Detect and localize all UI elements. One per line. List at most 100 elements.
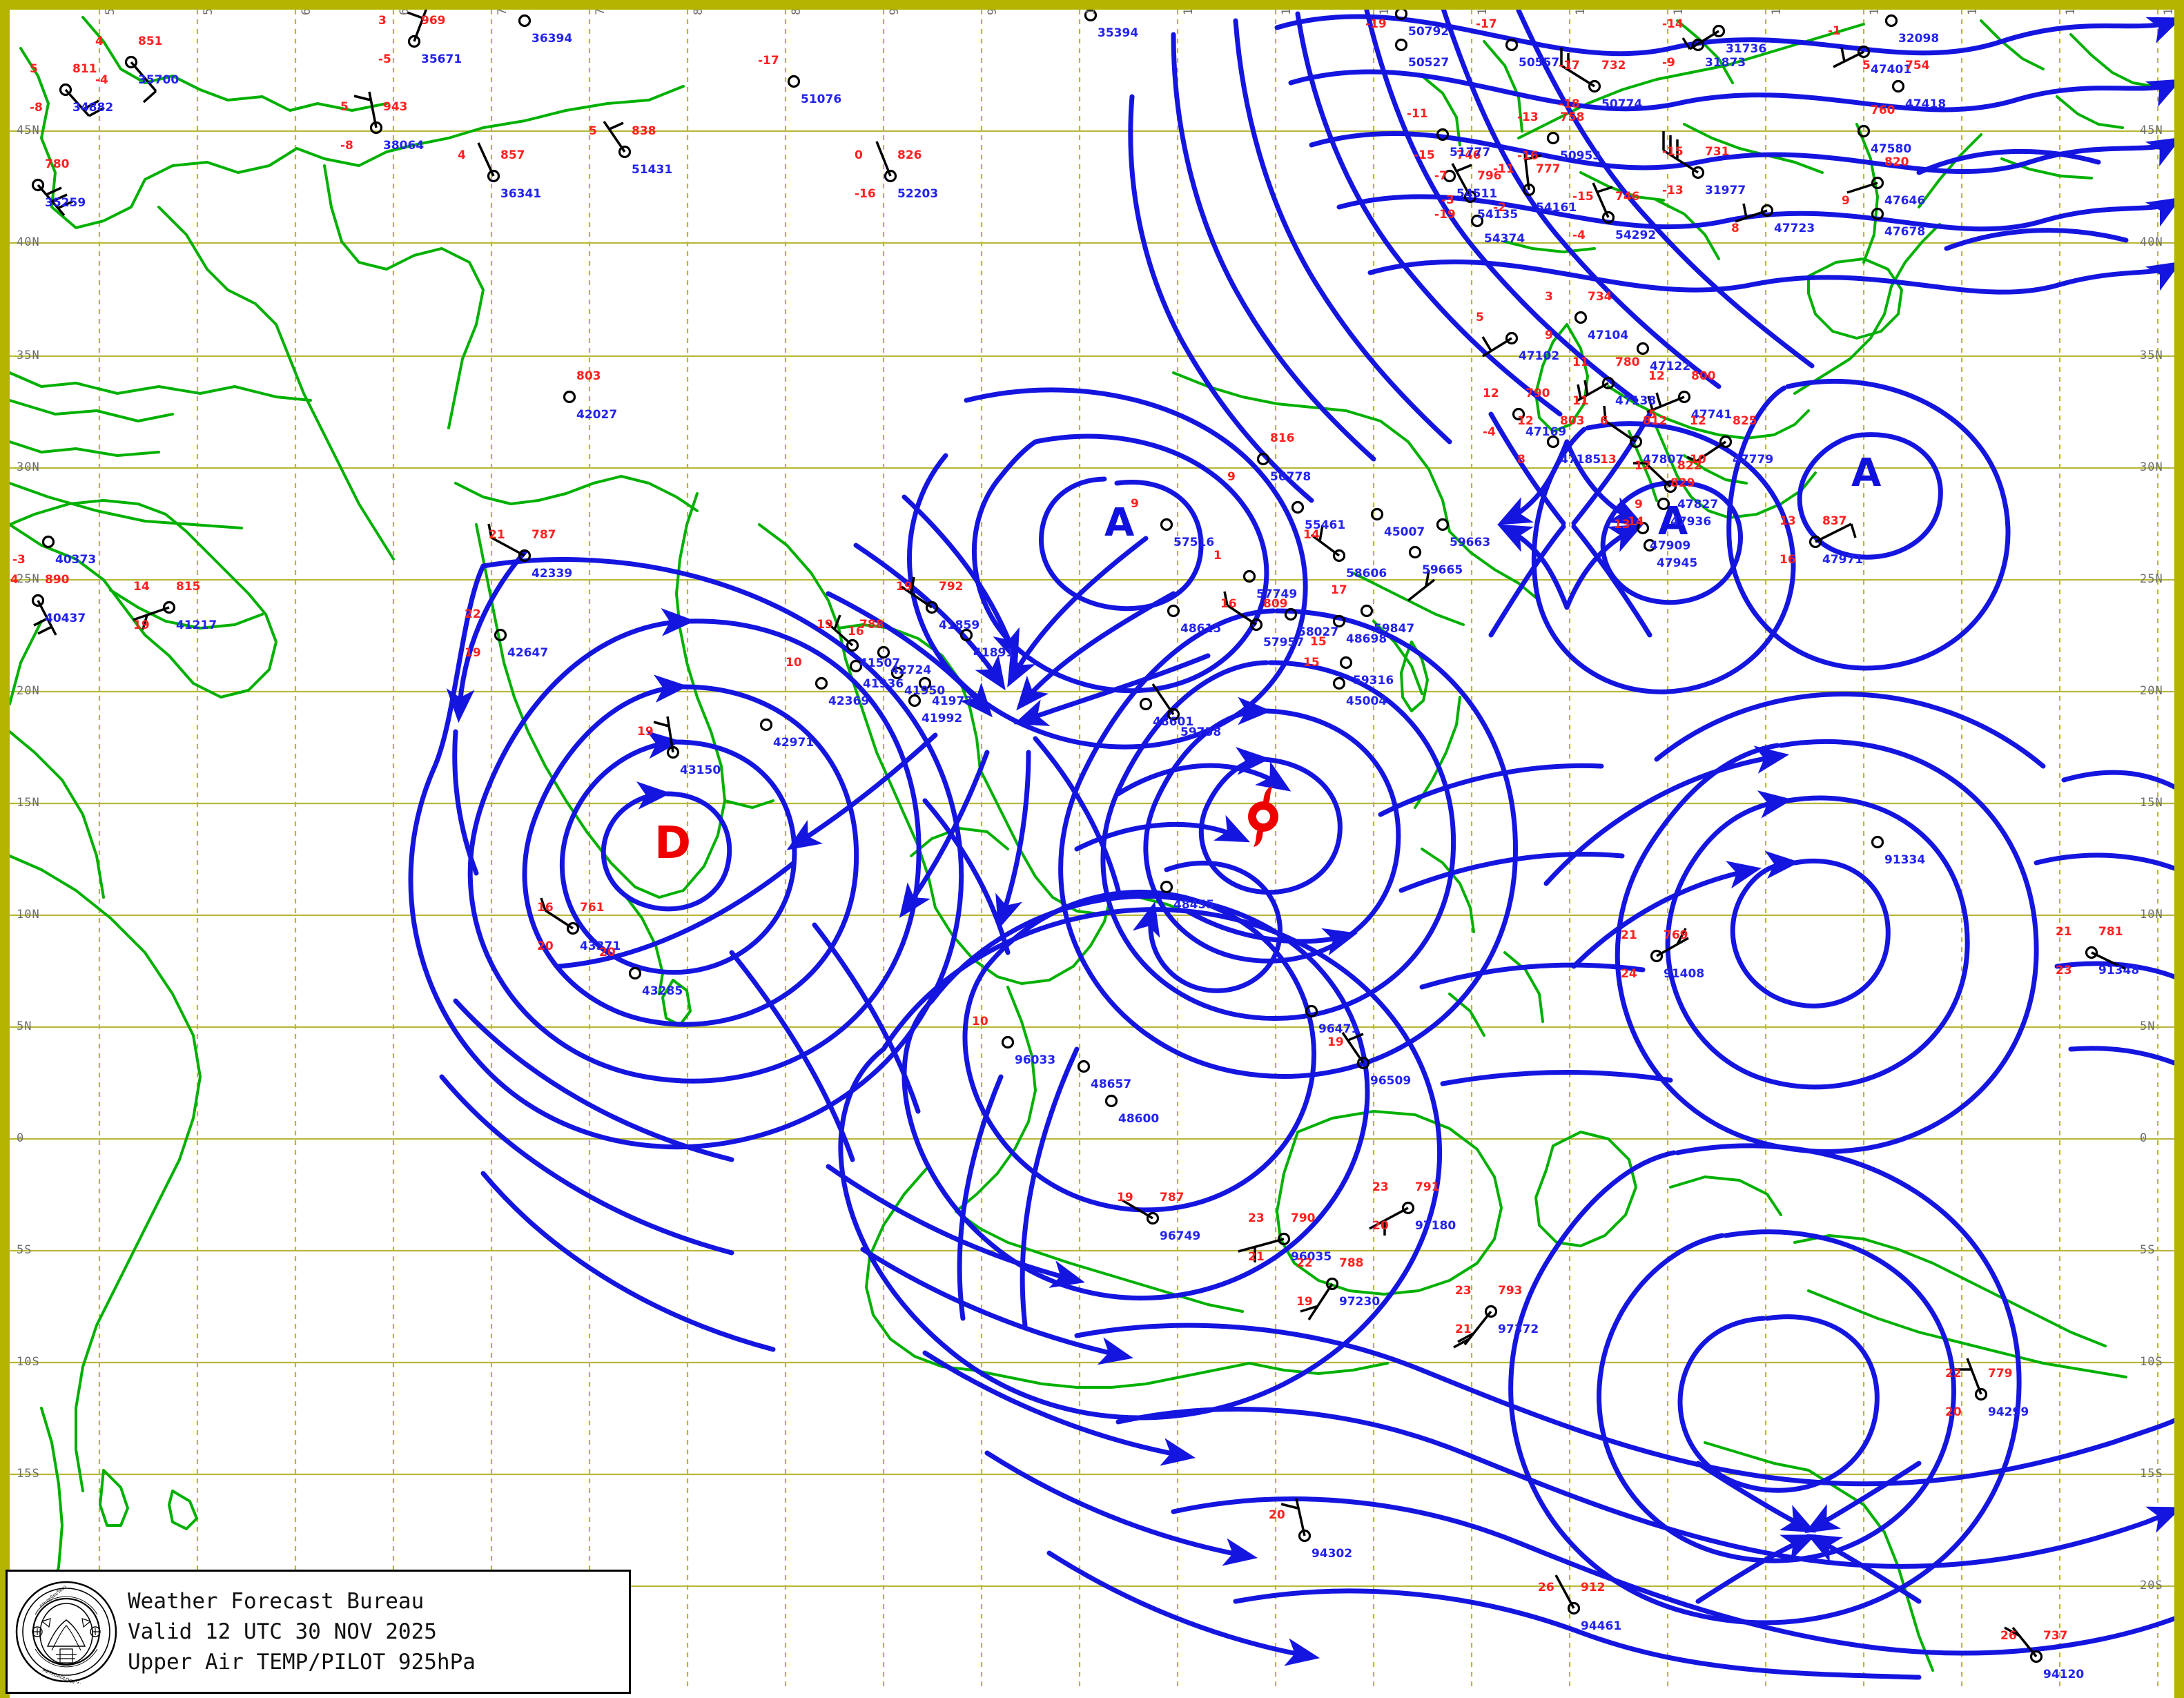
station-temperature: 19 (1117, 1191, 1133, 1204)
station-dewpoint: 9 (1227, 470, 1236, 484)
station-id: 35700 (138, 73, 179, 87)
station-temperature: 23 (1455, 1284, 1472, 1298)
station-id: 43371 (580, 939, 621, 953)
station-height: 779 (1988, 1367, 2013, 1380)
station-id: 50953 (1560, 149, 1601, 163)
station-id: 56778 (1270, 470, 1312, 484)
lat-label: 35N (17, 349, 40, 362)
station-circle-icon (59, 83, 72, 97)
station-temperature: 5 (30, 62, 38, 76)
station-dewpoint: 8 (1731, 222, 1739, 235)
station-height: 837 (1822, 514, 1847, 528)
station-temperature: 20 (599, 946, 616, 959)
station-circle-icon (2029, 1650, 2043, 1663)
station-id: 41992 (922, 712, 963, 725)
station-circle-icon (369, 121, 383, 135)
station-circle-icon (1636, 521, 1650, 535)
station-id: 57516 (1173, 536, 1215, 549)
station-id: 40437 (45, 612, 86, 625)
station-circle-icon (1546, 435, 1560, 449)
lat-label: 20S (2140, 1579, 2163, 1592)
station-id: 50557 (1519, 56, 1560, 70)
station-height: 851 (138, 35, 163, 48)
station-id: 43150 (680, 763, 721, 777)
station-circle-icon (1146, 1211, 1160, 1225)
station-temperature: 5 (1476, 311, 1484, 324)
station-id: 57749 (1256, 587, 1298, 601)
station-id: 94302 (1312, 1547, 1353, 1561)
station-circle-icon (759, 718, 773, 732)
station-id: 42647 (507, 646, 549, 660)
station-circle-icon (1436, 128, 1450, 142)
station-dewpoint: -18 (1559, 97, 1580, 111)
station-id: 48455 (1173, 898, 1215, 912)
station-height: 777 (1536, 162, 1561, 176)
station-id: 48615 (1180, 622, 1222, 636)
station-dewpoint: 9 (1635, 498, 1643, 511)
station-circle-icon (1574, 311, 1588, 324)
station-id: 94120 (2043, 1668, 2085, 1681)
legend-valid-time: Valid 12 UTC 30 NOV 2025 (128, 1619, 437, 1644)
station-circle-icon (1332, 676, 1346, 690)
station-temperature: 10 (786, 656, 802, 670)
station-circle-icon (487, 169, 500, 183)
station-dewpoint: 8 (1517, 453, 1525, 467)
lat-label: 0 (17, 1131, 25, 1145)
station-id: 97180 (1415, 1219, 1456, 1233)
station-height: 820 (1884, 155, 1909, 169)
station-height: 781 (2098, 925, 2123, 939)
station-temperature: 21 (2056, 925, 2072, 939)
station-height: 857 (500, 148, 525, 162)
station-id: 31977 (1705, 184, 1746, 197)
station-circle-icon (1277, 1232, 1291, 1246)
graticule (10, 10, 2174, 1691)
station-circle-icon (1601, 376, 1615, 390)
station-id: 41950 (904, 684, 946, 698)
lat-label: 0 (2140, 1131, 2148, 1145)
station-temperature: 12 (1517, 414, 1534, 428)
station-circle-icon (407, 35, 421, 48)
station-circle-icon (1394, 38, 1408, 52)
station-id: 47741 (1691, 408, 1733, 422)
station-circle-icon (1664, 480, 1677, 494)
station-dewpoint: -4 (1483, 425, 1496, 439)
station-temperature: 3 (378, 14, 387, 28)
station-circle-icon (1408, 545, 1422, 559)
station-temperature: 12 (1483, 387, 1499, 400)
lat-label: 10N (2140, 908, 2163, 921)
lat-label: 30N (17, 460, 40, 474)
station-height: 812 (1643, 414, 1668, 428)
station-circle-icon (1484, 1305, 1498, 1318)
station-temperature: 9 (1131, 497, 1139, 511)
station-id: 45004 (1346, 694, 1387, 708)
station-temperature: -3 (1441, 193, 1454, 207)
station-temperature: 19 (817, 618, 833, 632)
station-dewpoint: 19 (133, 618, 150, 632)
station-temperature: 19 (896, 580, 913, 594)
station-temperature: 23 (1372, 1180, 1389, 1194)
station-height: 734 (1588, 290, 1612, 304)
lat-label: 15S (17, 1467, 40, 1481)
station-circle-icon (1284, 607, 1298, 621)
station-temperature: 10 (972, 1015, 988, 1028)
station-temperature: 19 (637, 725, 654, 739)
station-temperature: -19 (1365, 17, 1387, 31)
station-dewpoint: 19 (465, 646, 481, 660)
station-id: 41936 (863, 677, 904, 691)
station-circle-icon (1370, 507, 1384, 521)
station-circle-icon (1332, 549, 1346, 563)
station-temperature: 15 (1303, 656, 1320, 670)
station-circle-icon (1691, 38, 1705, 52)
station-id: 36394 (532, 32, 573, 46)
station-temperature: 17 (1331, 583, 1347, 597)
station-id: 52203 (897, 187, 939, 201)
station-temperature: 0 (855, 148, 863, 162)
station-id: 51777 (1450, 146, 1491, 159)
station-id: 40373 (55, 553, 97, 567)
station-height: 787 (532, 528, 556, 542)
station-id: 41859 (939, 618, 980, 632)
station-circle-icon (518, 14, 532, 28)
lat-label: 25N (2140, 572, 2163, 586)
lat-label: 20N (2140, 684, 2163, 698)
station-id: 91408 (1664, 967, 1705, 981)
